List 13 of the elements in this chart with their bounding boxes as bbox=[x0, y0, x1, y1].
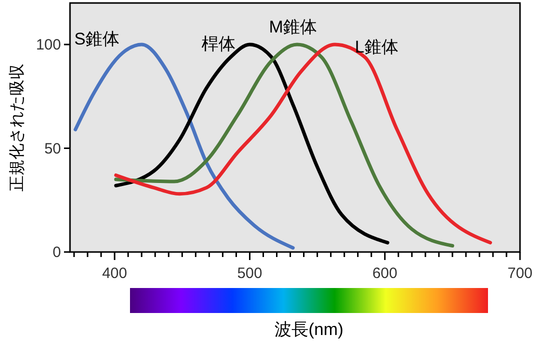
y-tick-label: 100 bbox=[36, 36, 61, 54]
y-tick-label: 0 bbox=[52, 244, 61, 261]
y-tick-label: 50 bbox=[44, 140, 61, 158]
x-tick-label: 500 bbox=[237, 265, 262, 282]
x-tick-label: 400 bbox=[102, 265, 128, 282]
x-tick-label: 700 bbox=[507, 265, 533, 282]
x-tick-label: 600 bbox=[372, 265, 398, 282]
series-label: L錐体 bbox=[354, 38, 398, 56]
series-label: S錐体 bbox=[74, 30, 120, 48]
series-label: M錐体 bbox=[268, 18, 318, 36]
x-axis-title: 波長(nm) bbox=[274, 320, 344, 339]
y-axis-title: 正規化された吸収 bbox=[8, 64, 26, 192]
series-label: 桿体 bbox=[202, 34, 236, 54]
